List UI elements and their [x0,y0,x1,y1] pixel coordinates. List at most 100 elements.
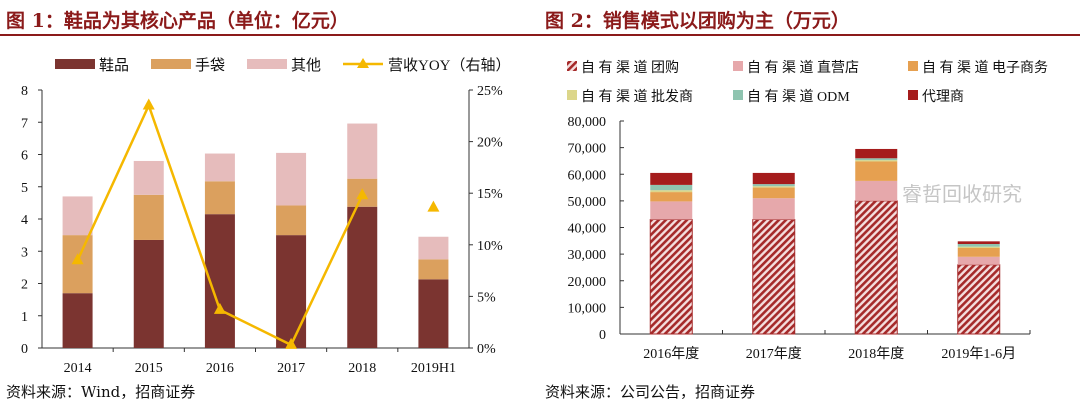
y-tick-label: 30,000 [568,248,607,263]
legend-label: 自 有 渠 道 团购 [581,60,679,76]
legend-swatch [247,59,287,69]
x-tick-label: 2019H1 [411,361,456,376]
bar-segment [650,201,693,220]
yoy-marker [71,253,84,265]
y-tick-label: 1 [21,310,28,325]
y2-tick-label: 10% [477,239,503,254]
right-chart-title: 图 2：销售模式以团购为主（万元） [545,10,850,32]
bar-segment [133,194,164,240]
x-tick-label: 2016年度 [643,346,699,362]
title-divider [0,34,1080,36]
bar-segment [418,259,449,280]
bar-segment [957,241,1000,245]
legend-swatch [908,61,918,71]
bar-segment [957,246,1000,249]
legend-label: 自 有 渠 道 ODM [747,89,850,105]
legend-swatch [151,59,191,69]
y-tick-label: 20,000 [568,275,607,290]
y-tick-label: 8 [21,84,28,99]
bar-segment [957,264,1001,335]
x-tick-label: 2016 [206,361,234,376]
bar-segment [957,248,1000,257]
legend-swatch [567,90,577,100]
watermark: 睿哲回收研究 [902,182,1022,206]
y-tick-label: 40,000 [568,222,607,237]
legend-swatch [567,61,577,71]
right-source: 资料来源：公司公告，招商证券 [545,383,756,401]
bar-segment [62,196,93,236]
x-tick-label: 2017 [277,361,305,376]
bar-segment [855,160,898,162]
bar-segment [752,187,795,199]
bar-segment [649,219,693,335]
bar-segment [347,123,378,179]
bar-segment [752,186,795,188]
bar-segment [855,161,898,181]
x-tick-label: 2015 [135,361,163,376]
y-tick-label: 4 [21,213,28,228]
y-tick-label: 60,000 [568,168,607,183]
y-tick-label: 80,000 [568,115,607,130]
bar-segment [855,148,898,159]
bar-segment [752,219,796,335]
legend-label: 鞋品 [99,57,129,74]
yoy-marker [427,200,440,212]
y-tick-label: 6 [21,149,28,164]
y2-tick-label: 5% [477,290,496,305]
legend-label: 自 有 渠 道 批发商 [581,89,693,105]
legend-swatch [55,59,95,69]
legend-label: 手袋 [195,57,225,74]
bar-segment [650,192,693,202]
bar-segment [752,184,795,187]
yoy-marker [356,188,369,200]
bar-segment [347,206,378,348]
yoy-marker [213,302,226,314]
legend-label: 自 有 渠 道 直营店 [747,59,859,76]
bar-segment [854,200,898,335]
legend-label: 营收YOY（右轴） [388,57,511,74]
y2-tick-label: 15% [477,187,503,202]
legend-label: 自 有 渠 道 电子商务 [922,60,1048,76]
y-tick-label: 2 [21,278,28,293]
y-tick-label: 7 [21,116,28,131]
x-tick-label: 2019年1-6月 [941,346,1016,362]
y-tick-label: 5 [21,181,28,196]
bar-segment [133,160,164,195]
y-tick-label: 0 [599,328,606,343]
x-tick-label: 2014 [64,361,92,376]
bar-segment [204,153,235,182]
bar-segment [276,152,307,206]
bar-segment [276,235,307,348]
legend-swatch [733,90,743,100]
legend-label: 代理商 [922,89,964,105]
bar-segment [855,180,898,201]
y-tick-label: 0 [21,342,28,357]
left-chart-title: 图 1：鞋品为其核心产品（单位：亿元） [6,10,349,32]
bar-segment [855,158,898,161]
bar-segment [62,293,93,348]
y-tick-label: 70,000 [568,142,607,157]
bar-segment [650,190,693,193]
legend-marker [357,58,369,68]
bar-segment [418,236,449,260]
yoy-marker [285,337,298,349]
x-tick-label: 2018 [348,361,376,376]
bar-segment [650,184,693,191]
y-tick-label: 3 [21,245,28,260]
bar-segment [276,205,307,236]
y-tick-label: 50,000 [568,195,607,210]
bar-segment [418,279,449,348]
x-tick-label: 2017年度 [746,346,802,362]
legend-swatch [733,61,743,71]
bar-segment [957,244,1000,247]
y2-tick-label: 0% [477,342,496,357]
legend-swatch [908,90,918,100]
bar-segment [752,198,795,220]
left-source: 资料来源：Wind，招商证券 [6,383,196,401]
y-tick-label: 10,000 [568,301,607,316]
yoy-marker [142,98,155,110]
bar-segment [204,181,235,215]
legend-label: 其他 [291,57,321,74]
bar-segment [650,172,693,185]
